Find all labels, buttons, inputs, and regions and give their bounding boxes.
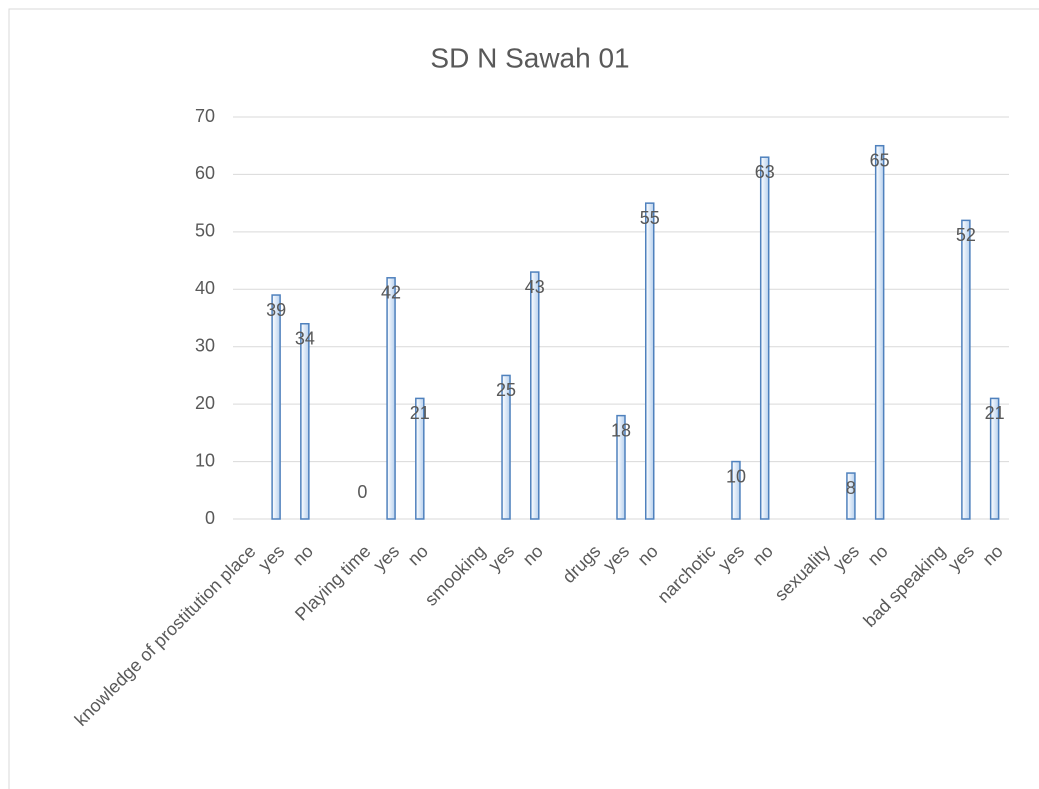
x-tick-label: yes bbox=[484, 541, 518, 575]
y-tick-label: 20 bbox=[195, 393, 215, 413]
data-label: 39 bbox=[266, 300, 286, 320]
x-tick-label: no bbox=[404, 541, 432, 569]
data-label: 52 bbox=[956, 225, 976, 245]
x-tick-label: yes bbox=[714, 541, 748, 575]
x-tick-label: narchotic bbox=[654, 541, 720, 607]
x-tick-label: no bbox=[749, 541, 777, 569]
bar bbox=[415, 397, 425, 520]
x-tick-label: yes bbox=[599, 541, 633, 575]
data-label: 10 bbox=[726, 466, 746, 486]
bar bbox=[989, 397, 1000, 520]
y-tick-label: 10 bbox=[195, 450, 215, 470]
bar bbox=[644, 202, 655, 520]
bar bbox=[731, 460, 741, 520]
x-tick-label: yes bbox=[369, 541, 403, 575]
data-label: 63 bbox=[755, 162, 775, 182]
bar bbox=[616, 414, 626, 520]
bar bbox=[530, 271, 540, 520]
bar bbox=[386, 277, 396, 520]
y-tick-label: 70 bbox=[195, 106, 215, 126]
x-tick-label: sexuality bbox=[771, 541, 835, 605]
bar bbox=[874, 144, 885, 520]
data-label: 8 bbox=[846, 478, 856, 498]
y-tick-label: 0 bbox=[205, 508, 215, 528]
data-label: 18 bbox=[611, 420, 631, 440]
bar bbox=[961, 219, 971, 520]
y-tick-label: 40 bbox=[195, 278, 215, 298]
bar bbox=[846, 472, 856, 520]
bar bbox=[759, 156, 770, 520]
x-tick-label: yes bbox=[829, 541, 863, 575]
data-label: 55 bbox=[640, 208, 660, 228]
y-tick-label: 60 bbox=[195, 163, 215, 183]
x-tick-label: no bbox=[519, 541, 547, 569]
bar bbox=[501, 374, 511, 520]
data-label: 43 bbox=[525, 277, 545, 297]
x-tick-label: no bbox=[289, 541, 317, 569]
chart-title: SD N Sawah 01 bbox=[430, 42, 629, 73]
y-tick-label: 50 bbox=[195, 221, 215, 241]
data-label: 42 bbox=[381, 283, 401, 303]
x-tick-label: yes bbox=[944, 541, 978, 575]
y-tick-label: 30 bbox=[195, 335, 215, 355]
chart-border bbox=[8, 8, 1039, 789]
data-label: 21 bbox=[985, 403, 1005, 423]
bar bbox=[300, 322, 310, 520]
x-tick-label: no bbox=[634, 541, 662, 569]
data-label: 21 bbox=[410, 403, 430, 423]
x-tick-label: yes bbox=[254, 541, 288, 575]
data-label: 65 bbox=[870, 150, 890, 170]
x-tick-label: no bbox=[979, 541, 1007, 569]
x-tick-label: drugs bbox=[558, 541, 604, 587]
x-tick-label: no bbox=[864, 541, 892, 569]
bar bbox=[271, 294, 281, 520]
x-tick-label: smooking bbox=[421, 541, 490, 610]
data-label: 25 bbox=[496, 380, 516, 400]
x-tick-label: knowledge of prostitution place bbox=[71, 541, 260, 730]
data-label: 0 bbox=[357, 482, 367, 502]
data-label: 34 bbox=[295, 328, 315, 348]
